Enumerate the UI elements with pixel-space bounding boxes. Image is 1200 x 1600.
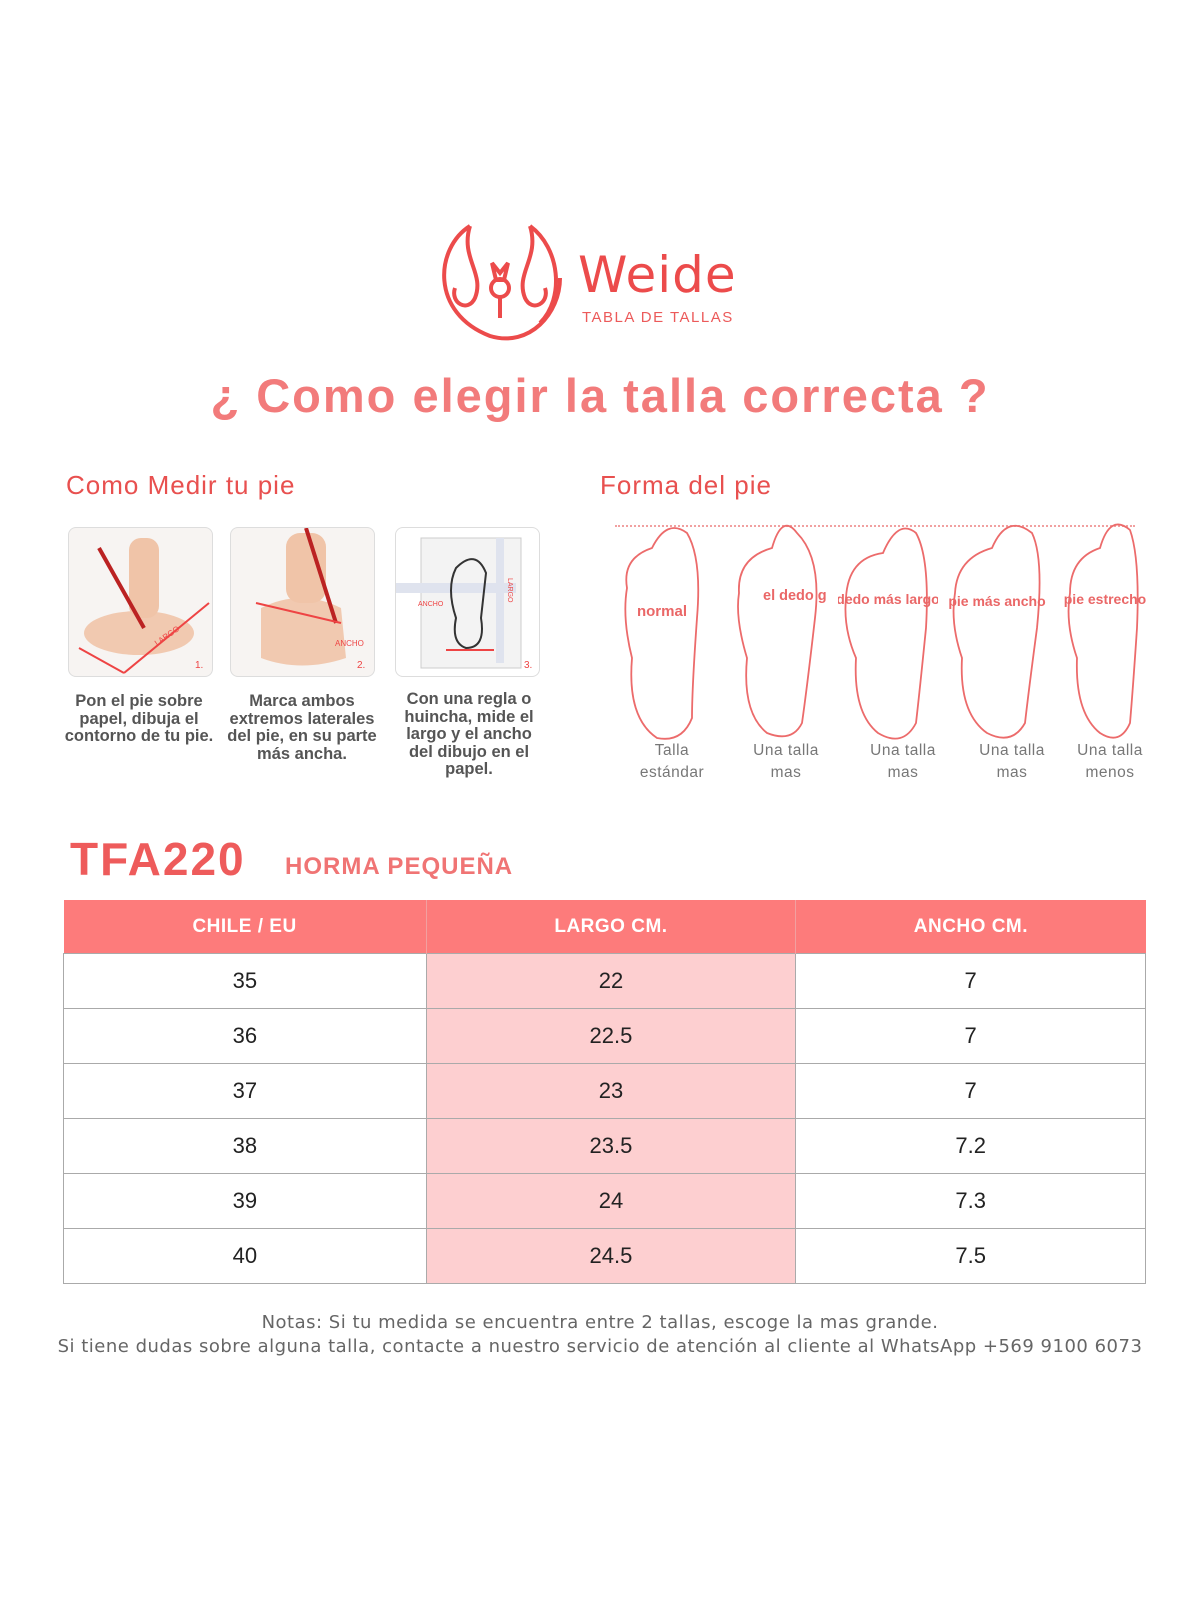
svg-text:2.: 2. <box>357 660 365 671</box>
svg-text:pie más ancho: pie más ancho <box>948 593 1045 609</box>
svg-text:3.: 3. <box>524 660 532 671</box>
step-2-image: ANCHO 2. <box>230 527 375 677</box>
table-row: 38 23.5 7.2 <box>63 1118 1146 1174</box>
svg-text:LARGO: LARGO <box>506 578 513 603</box>
foot-bunion-recommendation: Una talla mas <box>753 742 819 781</box>
step-3-image: ANCHO LARGO 3. <box>395 527 540 677</box>
brand-subtitle: TABLA DE TALLAS <box>582 309 734 326</box>
step-1-image: LARGO 1. <box>68 527 213 677</box>
measure-heading: Como Medir tu pie <box>66 470 296 500</box>
width-cell: 7 <box>795 1008 1146 1064</box>
length-cell: 23 <box>425 1063 797 1119</box>
svg-text:pie estrecho: pie estrecho <box>1064 591 1146 607</box>
width-cell: 7.2 <box>795 1118 1146 1174</box>
weide-logo-icon <box>442 224 562 341</box>
foot-narrow-recommendation: Una talla menos <box>1077 742 1143 781</box>
svg-text:ANCHO: ANCHO <box>418 601 444 608</box>
length-cell: 22.5 <box>425 1008 797 1064</box>
size-table: CHILE / EU LARGO CM. ANCHO CM. 35 22 7 36 22… <box>63 900 1146 1284</box>
brand-name: Weide <box>578 246 737 304</box>
foot-bunion: el dedo gordo afuera <box>727 518 907 748</box>
step-1-caption: Pon el pie sobre papel, dibuja el contor… <box>64 692 214 745</box>
length-cell: 24.5 <box>425 1228 797 1284</box>
width-cell: 7 <box>795 1063 1146 1119</box>
width-cell: 7 <box>795 953 1146 1009</box>
foot-normal: normal <box>612 518 712 748</box>
header-width: ANCHO CM. <box>795 900 1146 954</box>
foot-normal-recommendation: Talla estándar <box>639 742 705 781</box>
length-cell: 24 <box>425 1173 797 1229</box>
size-cell: 39 <box>63 1173 427 1229</box>
foot-long-toe: dedo más largo <box>836 518 940 748</box>
length-cell: 22 <box>425 953 797 1009</box>
step-3-caption: Con una regla o huincha, mide el largo y… <box>404 690 534 778</box>
toe-line <box>615 525 1135 527</box>
size-cell: 37 <box>63 1063 427 1119</box>
size-cell: 35 <box>63 953 427 1009</box>
note-line-2: Si tiene dudas sobre alguna talla, conta… <box>57 1336 1143 1357</box>
foot-long-toe-recommendation: Una talla mas <box>870 742 936 781</box>
model-code: TFA220 <box>70 833 246 885</box>
size-cell: 40 <box>63 1228 427 1284</box>
svg-text:el dedo gordo afuera: el dedo gordo afuera <box>763 588 827 604</box>
length-cell: 23.5 <box>425 1118 797 1174</box>
header-length: LARGO CM. <box>426 900 797 954</box>
step-2-label: ANCHO <box>335 639 364 648</box>
table-row: 39 24 7.3 <box>63 1173 1146 1229</box>
svg-text:normal: normal <box>637 603 687 620</box>
table-row: 36 22.5 7 <box>63 1008 1146 1064</box>
header-size: CHILE / EU <box>63 900 427 954</box>
table-row: 35 22 7 <box>63 953 1146 1009</box>
foot-wide-recommendation: Una talla mas <box>979 742 1045 781</box>
size-cell: 38 <box>63 1118 427 1174</box>
model-fit: HORMA PEQUEÑA <box>285 853 514 880</box>
page-title: ¿ Como elegir la talla correcta ? <box>210 369 990 422</box>
width-cell: 7.3 <box>795 1173 1146 1229</box>
svg-text:dedo más largo: dedo más largo <box>838 591 938 607</box>
svg-text:1.: 1. <box>195 660 203 671</box>
table-header-row: CHILE / EU LARGO CM. ANCHO CM. <box>63 900 1146 954</box>
table-row: 40 24.5 7.5 <box>63 1228 1146 1284</box>
note-line-1: Notas: Si tu medida se encuentra entre 2… <box>261 1312 939 1333</box>
foot-wide: pie más ancho <box>947 518 1047 748</box>
size-cell: 36 <box>63 1008 427 1064</box>
step-2-caption: Marca ambos extremos laterales del pie, … <box>227 692 377 763</box>
shapes-heading: Forma del pie <box>600 470 772 500</box>
table-row: 37 23 7 <box>63 1063 1146 1119</box>
width-cell: 7.5 <box>795 1228 1146 1284</box>
foot-narrow: pie estrecho <box>1055 518 1155 748</box>
